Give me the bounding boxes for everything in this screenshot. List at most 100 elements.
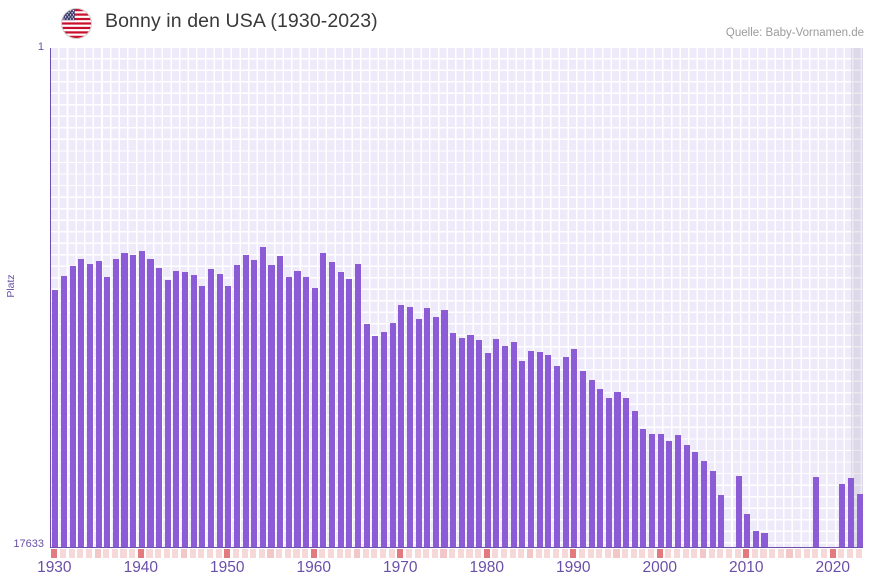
- bar: [78, 259, 85, 547]
- bar: [147, 259, 154, 547]
- bar: [406, 306, 413, 547]
- bar: [95, 261, 102, 547]
- x-axis-tick-major: [51, 548, 58, 558]
- us-flag-icon: [61, 8, 92, 39]
- x-axis-tick-minor: [846, 548, 854, 558]
- x-axis-tick-minor: [544, 548, 551, 558]
- bar: [588, 379, 595, 547]
- bar: [536, 352, 543, 547]
- x-axis-tick-minor: [501, 548, 508, 558]
- x-axis-tick-label: 1960: [296, 559, 332, 576]
- bar: [380, 332, 388, 547]
- x-axis-tick-minor: [449, 548, 456, 558]
- x-axis-tick-minor: [665, 548, 672, 558]
- x-axis-tick-minor: [786, 548, 793, 558]
- x-axis-tick-label: 1930: [37, 559, 72, 576]
- bar: [502, 345, 509, 547]
- x-axis-tick-minor: [163, 548, 170, 558]
- bar: [363, 323, 370, 547]
- bar: [86, 264, 93, 547]
- x-axis-tick-label: 1950: [210, 559, 245, 576]
- bar: [683, 445, 690, 547]
- x-axis-tick-minor: [111, 548, 118, 558]
- bar: [130, 255, 137, 547]
- x-axis-tick-minor: [795, 548, 802, 558]
- bar: [182, 272, 189, 547]
- bar: [458, 338, 465, 547]
- x-axis-tick-minor: [673, 548, 681, 558]
- bar: [649, 433, 656, 547]
- x-axis-tick-minor: [526, 548, 534, 558]
- x-axis-tick-minor: [777, 548, 784, 558]
- bar: [519, 360, 526, 547]
- bar: [441, 310, 448, 547]
- bar: [104, 277, 111, 547]
- x-axis-tick-minor: [189, 548, 196, 558]
- x-axis-tick-minor: [466, 548, 473, 558]
- chart-header: Bonny in den USA (1930-2023) Quelle: Bab…: [0, 0, 873, 48]
- x-axis-tick-minor: [821, 548, 828, 558]
- x-axis-tick-minor: [604, 548, 611, 558]
- x-axis-tick-minor: [215, 548, 222, 558]
- bar: [294, 270, 301, 547]
- x-axis-tick-minor: [379, 548, 387, 558]
- bar: [674, 434, 682, 547]
- x-axis-tick-minor: [302, 548, 309, 558]
- bar: [242, 254, 249, 547]
- x-axis-tick-minor: [630, 548, 637, 558]
- bar: [631, 410, 638, 547]
- chart-title: Bonny in den USA (1930-2023): [105, 10, 378, 32]
- bar: [856, 494, 863, 547]
- x-axis-tick-minor: [59, 548, 67, 558]
- x-axis-tick-minor: [699, 548, 707, 558]
- x-axis-tick-minor: [492, 548, 499, 558]
- x-axis-tick-major: [656, 548, 663, 558]
- x-axis-tick-minor: [682, 548, 689, 558]
- x-axis-tick-minor: [414, 548, 421, 558]
- x-axis-tick-minor: [94, 548, 101, 558]
- bar: [752, 530, 759, 547]
- x-axis-tick-minor: [734, 548, 741, 558]
- x-axis-tick-label: 2020: [815, 559, 850, 576]
- x-axis-tick-label: 2000: [642, 559, 677, 576]
- x-axis-tick-major: [483, 548, 490, 558]
- x-axis-tick-minor: [760, 548, 767, 558]
- x-axis-tick-minor: [85, 548, 92, 558]
- x-axis-tick-minor: [353, 548, 361, 558]
- x-axis-tick-minor: [155, 548, 162, 558]
- bar: [415, 319, 422, 547]
- x-axis-tick-minor: [362, 548, 369, 558]
- x-axis-tick-minor: [276, 548, 283, 558]
- x-axis-tick-minor: [509, 548, 516, 558]
- bar: [354, 263, 362, 547]
- x-axis-tick-minor: [345, 548, 352, 558]
- x-axis-tick-minor: [708, 548, 715, 558]
- x-axis-tick-minor: [388, 548, 395, 558]
- x-axis-tick-major: [310, 548, 317, 558]
- x-axis-tick-minor: [535, 548, 542, 558]
- bar: [285, 276, 292, 547]
- x-axis-tick-minor: [250, 548, 257, 558]
- x-axis-tick-minor: [622, 548, 629, 558]
- bar: [173, 270, 180, 547]
- bar: [813, 477, 820, 547]
- x-axis-tick-major: [743, 548, 750, 558]
- bar: [372, 336, 379, 547]
- x-axis-tick-minor: [405, 548, 412, 558]
- bar: [597, 389, 604, 547]
- x-axis-tick-minor: [232, 548, 239, 558]
- x-axis-tick-minor: [751, 548, 758, 558]
- x-axis-tick-minor: [457, 548, 464, 558]
- bar: [60, 276, 68, 547]
- x-axis-tick-label: 1970: [383, 559, 418, 576]
- bar: [718, 494, 725, 547]
- bar: [207, 269, 215, 547]
- x-axis-tick-minor: [241, 548, 248, 558]
- bar: [337, 271, 344, 547]
- bar: [277, 256, 284, 547]
- bar: [579, 371, 586, 547]
- x-axis-tick-minor: [431, 548, 438, 558]
- bar: [839, 483, 846, 547]
- bar: [225, 286, 232, 547]
